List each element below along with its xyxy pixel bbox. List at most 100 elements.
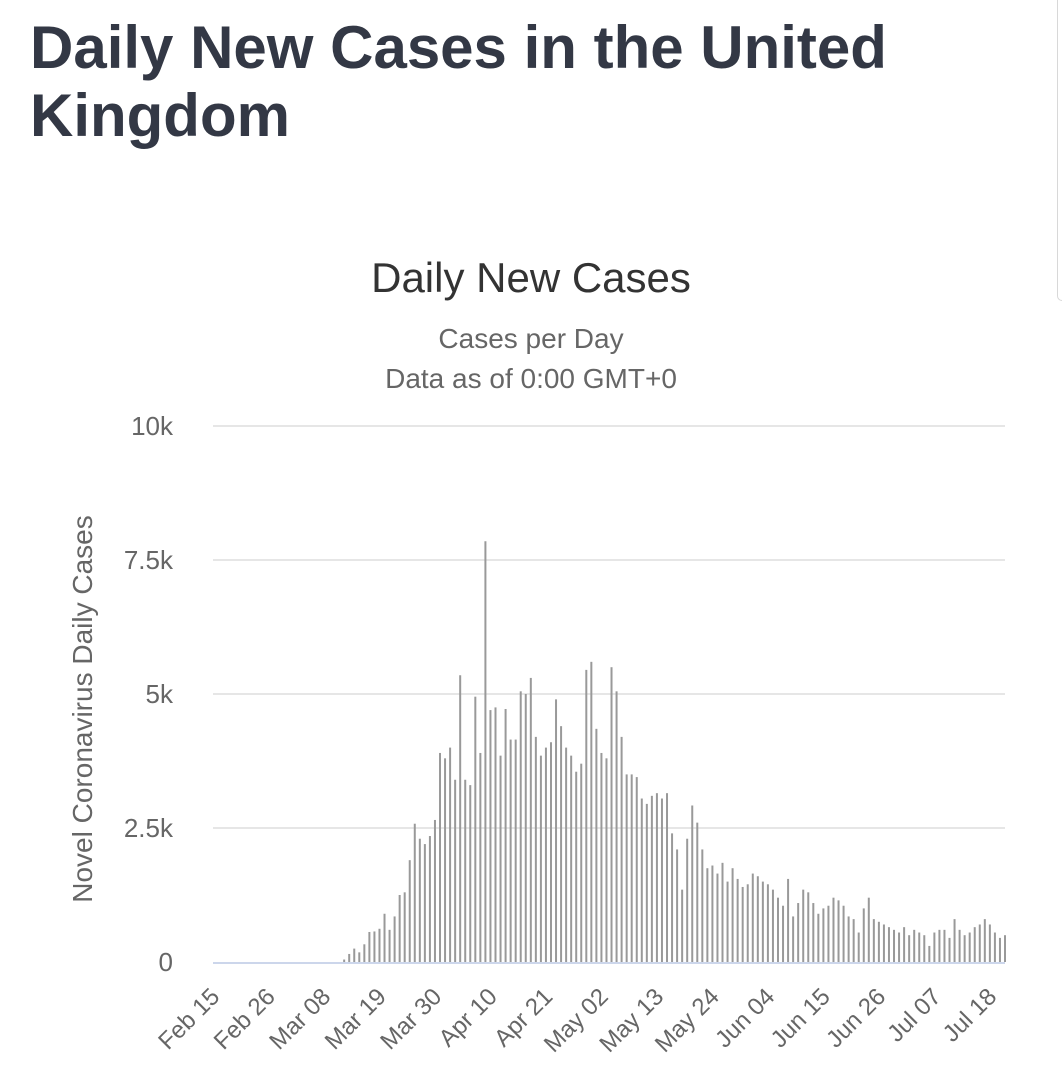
y-tick-label: 0 [159,947,173,977]
bar [842,905,845,962]
bar [756,876,759,962]
bar [469,785,472,962]
chart-subtitle: Cases per Day [438,323,623,354]
bar [721,862,724,962]
bar [580,763,583,962]
bar [363,944,366,962]
bar [353,948,356,962]
bar [887,927,890,962]
bar [509,739,512,962]
bar [418,838,421,962]
bar [368,931,371,962]
bar [575,771,578,962]
bar [857,932,860,962]
x-tick-label: Mar 30 [375,983,447,1055]
y-axis-label: Novel Coronavirus Daily Cases [67,515,98,902]
chart-data-timestamp: Data as of 0:00 GMT+0 [385,363,677,394]
bar [696,822,699,962]
bar [1004,935,1006,962]
bar [882,924,885,962]
bar [454,779,457,962]
bar [968,932,971,962]
bar [923,935,926,962]
bar [459,675,462,962]
bar [494,707,497,962]
bar [822,908,825,962]
bar [993,932,996,962]
bar [943,929,946,962]
bar [963,935,966,962]
bar [499,755,502,962]
bar [479,752,482,962]
bar [534,736,537,962]
bar [676,849,679,962]
bar [600,752,603,962]
bar [766,884,769,962]
x-tick-label: Jul 07 [882,983,946,1047]
bar [746,884,749,962]
bar [444,758,447,962]
bar [867,897,870,962]
bar [928,945,931,962]
bar [953,919,956,962]
daily-new-cases-chart: Daily New Cases Cases per Day Data as of… [67,254,1006,1058]
bar [862,908,865,962]
bar [751,873,754,962]
bar [706,868,709,962]
x-tick-label: Mar 08 [264,983,336,1055]
bar [519,691,522,962]
bar [807,892,810,962]
bar [660,798,663,962]
bar [958,929,961,962]
bar [948,937,951,962]
bar [625,774,628,962]
y-tick-label: 10k [131,411,174,441]
bar [423,844,426,962]
x-tick-label: Jun 15 [766,983,836,1053]
chart-title: Daily New Cases [371,254,691,301]
bar [776,897,779,962]
bar [761,881,764,962]
y-tick-label: 5k [146,679,174,709]
page-heading: Daily New Cases in the United Kingdom [30,14,887,149]
bar [726,881,729,962]
bar [973,927,976,962]
bar [998,937,1001,962]
bar [802,889,805,962]
bar [852,919,855,962]
y-tick-label: 2.5k [124,813,174,843]
bar [832,897,835,962]
bar [539,755,542,962]
bar [413,823,416,962]
bar [983,919,986,962]
x-tick-label: Apr 10 [434,983,503,1052]
bar [524,694,527,962]
scrollbar-edge[interactable] [1057,0,1062,301]
bar [549,742,552,962]
bar [403,892,406,962]
bar [711,865,714,962]
bar [605,758,608,962]
bar [812,903,815,962]
bar [847,916,850,962]
bar [731,868,734,962]
bar [938,929,941,962]
bar [514,739,517,962]
bar [933,932,936,962]
y-tick-label: 7.5k [124,545,174,575]
bar [343,959,346,962]
bar [474,696,477,962]
bar [827,905,830,962]
bar [771,889,774,962]
bar [570,755,573,962]
bar [898,932,901,962]
bar [408,860,411,962]
bar [741,886,744,962]
bar [837,900,840,962]
bar [686,838,689,962]
bar [620,736,623,962]
x-tick-label: Mar 19 [320,983,392,1055]
bar [792,916,795,962]
bar-series [343,541,1006,962]
